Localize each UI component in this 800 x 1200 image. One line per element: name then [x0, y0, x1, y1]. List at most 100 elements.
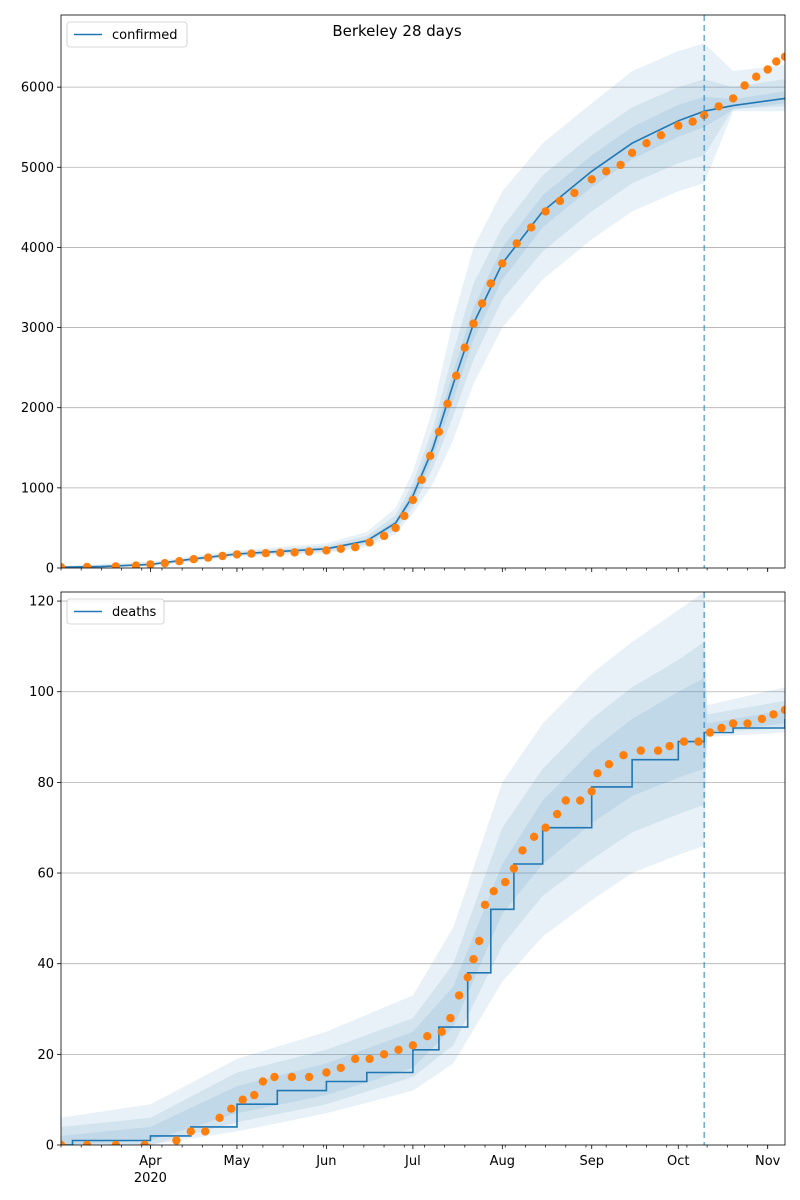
observed-point: [518, 846, 527, 855]
observed-point: [780, 52, 785, 61]
observed-point: [665, 741, 674, 751]
observed-point: [336, 544, 345, 553]
observed-point: [446, 1013, 455, 1023]
observed-point: [656, 131, 666, 140]
observed-point: [717, 723, 726, 733]
observed-point: [276, 548, 285, 557]
observed-point: [763, 65, 772, 74]
observed-point: [616, 160, 625, 170]
y-tick-label: 5000: [21, 161, 54, 176]
observed-point: [452, 371, 461, 380]
observed-point: [172, 1136, 181, 1145]
x-tick-label: Jun: [315, 1154, 336, 1169]
observed-point: [653, 746, 663, 755]
x-tick-label: Nov: [755, 1154, 781, 1169]
confirmed-panel: 0 1000 2000 3000 4000 5000 6000 confirmed: [21, 14, 786, 577]
observed-point: [769, 710, 778, 719]
figure-title: Berkeley 28 days: [332, 22, 462, 40]
y-tick-label: 120: [29, 595, 54, 610]
observed-point: [740, 81, 749, 90]
observed-point: [140, 1140, 149, 1145]
legend-box: [66, 598, 165, 625]
observed-point: [512, 239, 521, 248]
band-middle: [61, 79, 785, 568]
observed-point: [434, 427, 444, 436]
observed-point: [570, 188, 579, 198]
plot-area: [61, 592, 785, 1145]
observed-point: [552, 809, 562, 819]
observed-point: [728, 94, 738, 103]
observed-point: [175, 557, 184, 566]
plot-area: [61, 43, 785, 568]
observed-point: [705, 728, 715, 737]
band-outer: [61, 592, 785, 1145]
observed-point: [443, 399, 452, 408]
observed-point: [111, 562, 120, 568]
y-tick-label: 2000: [21, 401, 54, 416]
observed-point: [417, 475, 426, 484]
observed-point: [602, 167, 611, 176]
y-tick-label: 80: [37, 776, 54, 791]
x-tick-label: Jul: [404, 1154, 421, 1169]
y-tick-label: 6000: [21, 81, 54, 96]
observed-point: [486, 279, 495, 288]
observed-point: [752, 72, 761, 81]
observed-point: [247, 549, 256, 558]
observed-point: [489, 887, 498, 896]
y-tick-label: 0: [46, 562, 54, 577]
observed-point: [694, 737, 703, 746]
observed-point: [131, 561, 141, 568]
y-tick-label: 20: [37, 1048, 54, 1063]
band-middle: [61, 641, 785, 1145]
observed-point: [322, 1068, 331, 1077]
observed-point: [437, 1027, 446, 1036]
observed-point: [561, 796, 570, 805]
observed-point: [351, 543, 360, 552]
observed-point: [203, 553, 213, 562]
observed-point: [604, 760, 614, 769]
y-tick-label: 100: [29, 685, 54, 700]
observed-point: [480, 900, 490, 909]
observed-point: [160, 559, 169, 568]
observed-point: [218, 551, 227, 561]
observed-point: [627, 148, 637, 157]
observed-point: [475, 936, 484, 946]
observed-point: [757, 714, 767, 724]
observed-point: [426, 451, 435, 460]
observed-point: [743, 719, 752, 728]
observed-point: [576, 796, 585, 805]
observed-point: [780, 705, 785, 715]
observed-point: [379, 1050, 389, 1059]
observed-point: [61, 563, 66, 568]
observed-point: [423, 1032, 432, 1041]
observed-point: [351, 1054, 360, 1064]
observed-point: [258, 1077, 268, 1086]
observed-point: [261, 549, 270, 558]
y-tick-label: 60: [37, 867, 54, 882]
observed-point: [365, 538, 374, 547]
legend-label: confirmed: [112, 28, 178, 43]
observed-point: [460, 343, 469, 352]
observed-point: [304, 547, 314, 556]
observed-point: [82, 1140, 92, 1145]
axes-frame: [60, 591, 786, 1146]
observed-point: [111, 1140, 120, 1145]
y-tick-label: 1000: [21, 481, 54, 496]
x-tick-label: Sep: [579, 1154, 604, 1169]
observed-point: [394, 1045, 403, 1055]
observed-point: [527, 223, 536, 232]
x-tick-label: Apr: [139, 1154, 162, 1169]
observed-point: [587, 175, 596, 184]
observed-point: [469, 319, 478, 328]
observed-point: [250, 1090, 259, 1100]
observed-point: [379, 531, 389, 541]
y-tick-label: 3000: [21, 321, 54, 336]
observed-point: [642, 139, 651, 148]
observed-point: [477, 299, 487, 308]
x-tick-label: Oct: [667, 1154, 689, 1169]
observed-point: [189, 555, 198, 564]
observed-point: [636, 746, 645, 755]
x-tick-label: May: [224, 1154, 251, 1169]
observed-point: [238, 1095, 247, 1104]
